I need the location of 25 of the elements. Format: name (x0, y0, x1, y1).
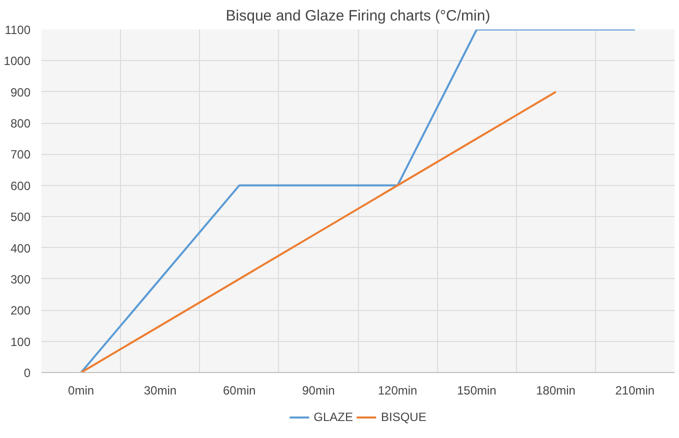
y-tick-label: 100 (10, 334, 31, 349)
x-tick-label: 150min (457, 384, 496, 398)
x-tick-label: 180min (536, 384, 576, 398)
legend-label: GLAZE (314, 410, 353, 424)
x-tick-label: 120min (378, 384, 418, 398)
x-tick-label: 210min (615, 384, 655, 398)
line-series (80, 30, 636, 372)
chart-title: Bisque and Glaze Firing charts (°C/min) (226, 8, 490, 24)
y-tick-label: 500 (10, 210, 31, 224)
y-tick-label: 900 (10, 85, 31, 100)
y-tick-label: 800 (10, 116, 31, 131)
y-tick-label: 0 (24, 366, 31, 380)
y-tick-label: 700 (10, 148, 31, 162)
y-tick-label: 200 (10, 304, 31, 318)
y-tick-label: 300 (10, 272, 31, 286)
legend-label: BISQUE (381, 410, 426, 424)
y-tick-label: 600 (10, 178, 31, 193)
x-tick-label: 60min (222, 384, 256, 398)
y-tick-label: 400 (10, 241, 31, 256)
y-tick-label: 1100 (4, 23, 31, 37)
x-tick-label: 0min (68, 384, 94, 398)
x-tick-label: 30min (144, 384, 177, 398)
y-tick-label: 1000 (4, 54, 31, 68)
x-tick-label: 90min (302, 384, 335, 398)
line-series (80, 90, 557, 372)
